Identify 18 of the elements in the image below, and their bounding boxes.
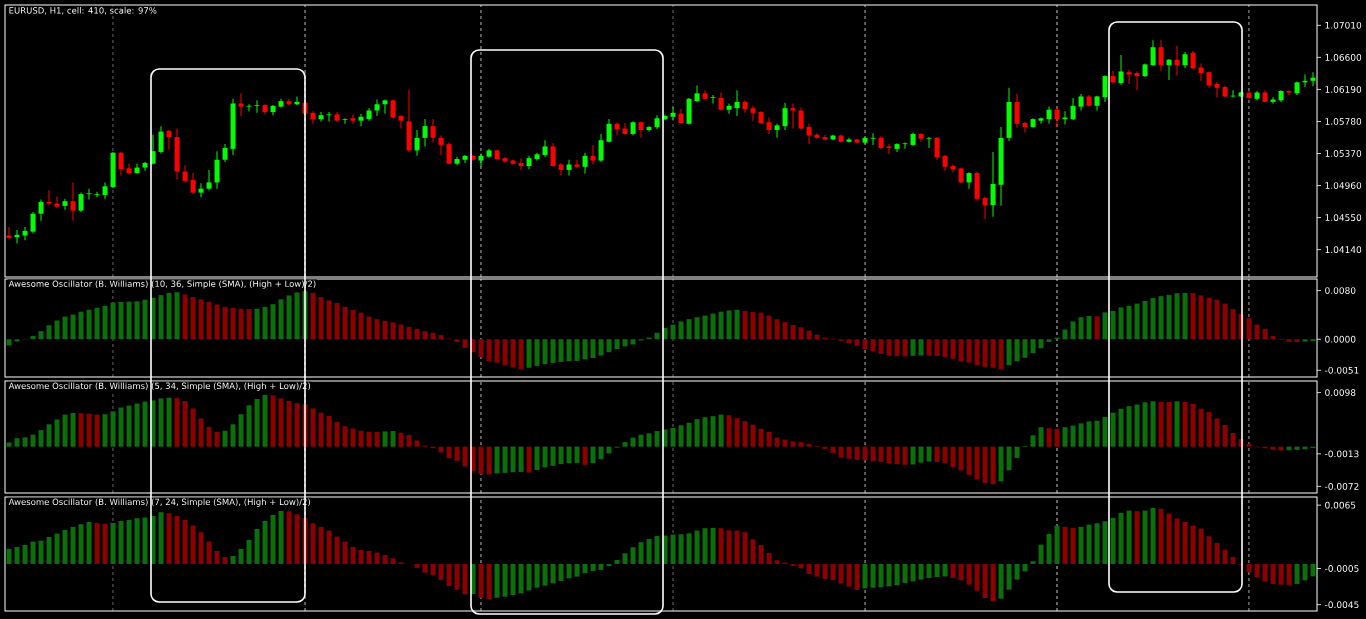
chart-title: EURUSD, H1, cell: 410, scale: 97% xyxy=(9,7,157,15)
y-tick-label: 1.05370 xyxy=(1325,150,1362,157)
y-tick-label: 1.05780 xyxy=(1325,118,1362,125)
y-tick-label: 1.04140 xyxy=(1325,246,1362,254)
y-tick-label: 0.0098 xyxy=(1325,389,1356,396)
y-tick-label: -0.0072 xyxy=(1324,482,1359,490)
y-tick-label: 0.0065 xyxy=(1325,501,1356,509)
y-tick-label: -0.0013 xyxy=(1324,450,1359,458)
y-tick-label: 1.04550 xyxy=(1325,214,1362,221)
y-tick-label: -0.0005 xyxy=(1324,565,1359,572)
y-tick-label: 1.07010 xyxy=(1325,21,1362,29)
y-tick-label: -0.0045 xyxy=(1324,601,1359,609)
y-tick-label: 0.0080 xyxy=(1325,287,1356,294)
y-tick-label: 1.06190 xyxy=(1325,86,1362,93)
y-tick-label: -0.0051 xyxy=(1324,366,1359,374)
y-tick-label: 1.04960 xyxy=(1325,182,1362,189)
y-tick-label: 1.06600 xyxy=(1325,53,1362,61)
y-tick-label: 0.0000 xyxy=(1325,335,1356,343)
